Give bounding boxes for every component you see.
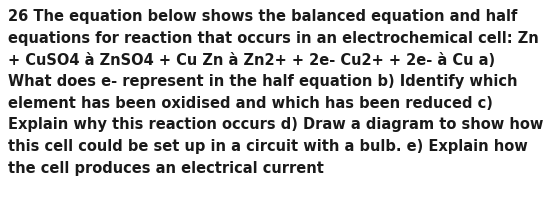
Text: 26 The equation below shows the balanced equation and half
equations for reactio: 26 The equation below shows the balanced… [8,9,543,176]
